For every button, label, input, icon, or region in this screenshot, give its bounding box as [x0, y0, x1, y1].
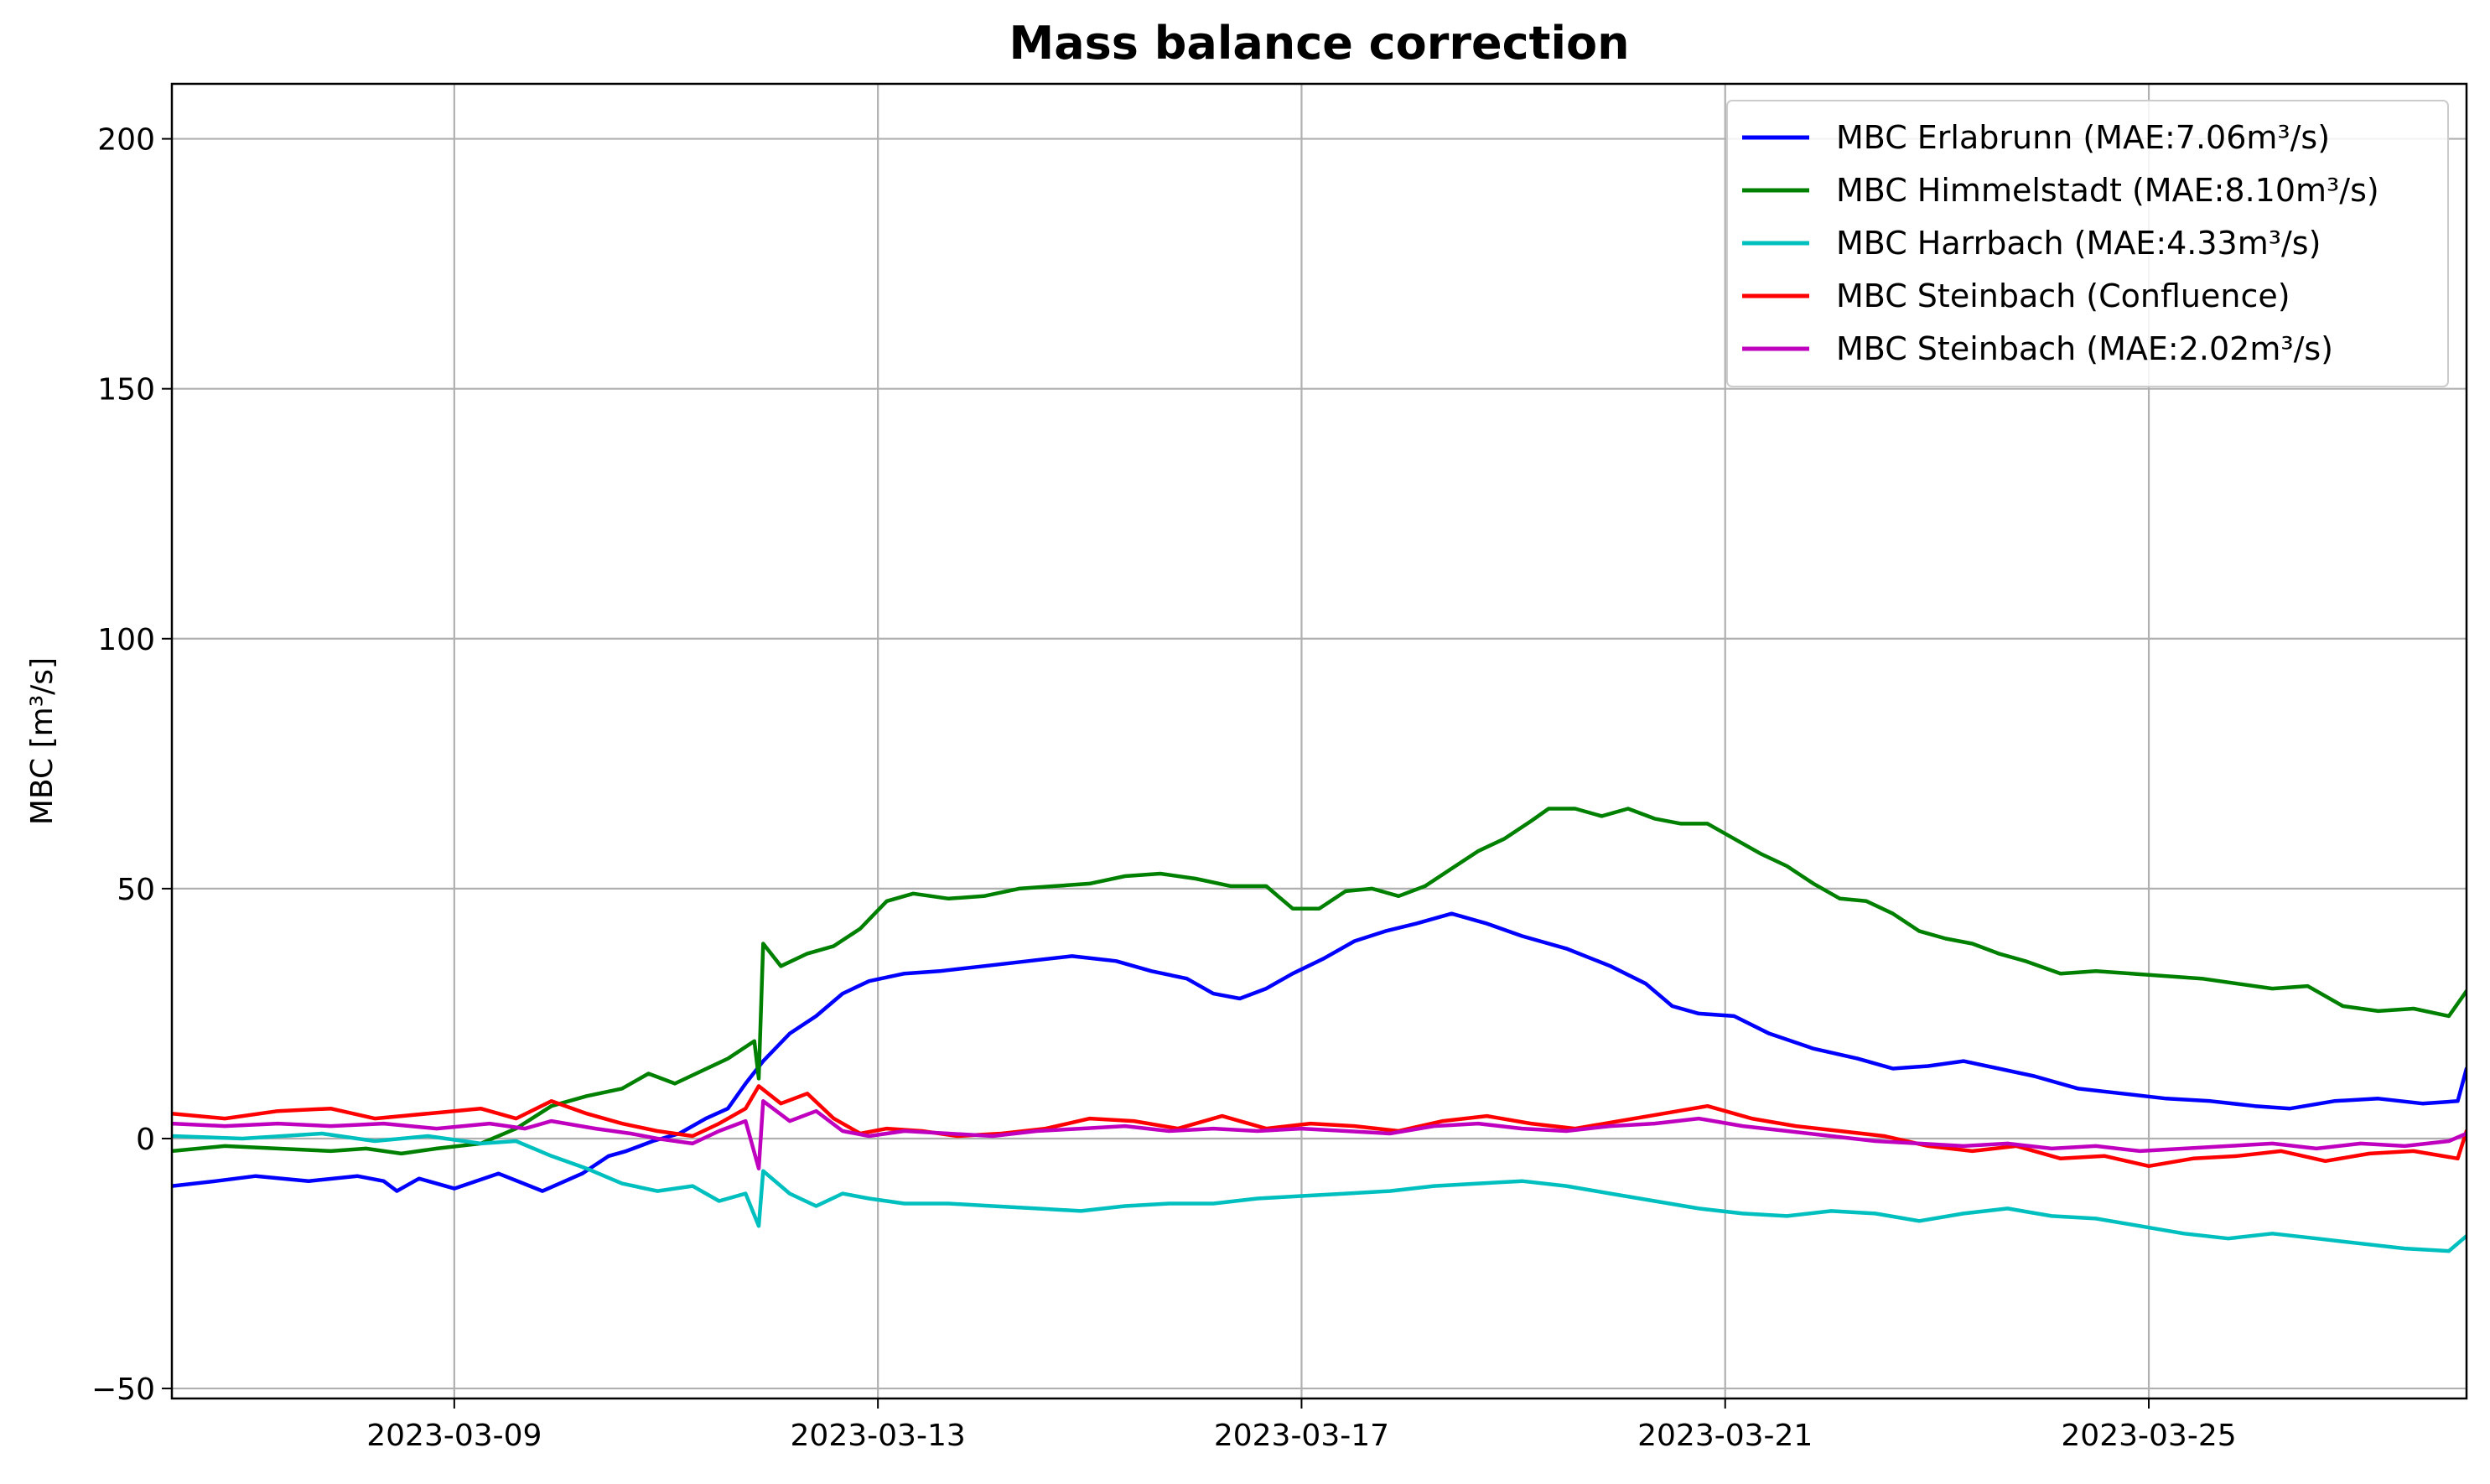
- legend: MBC Erlabrunn (MAE:7.06m³/s) MBC Himmelst…: [1726, 100, 2449, 387]
- series-line-3: [172, 1131, 2467, 1253]
- y-tick-label: 50: [117, 873, 155, 907]
- axes: −50 0 50 100 150 200 2023-03-09 2023-03-13 2023-…: [91, 123, 2237, 1453]
- y-axis-label: MBC [m³/s]: [25, 657, 60, 825]
- plot-frame: [170, 82, 2468, 1400]
- series-line-2: [172, 807, 2467, 1156]
- series-line-5: [172, 1099, 2467, 1170]
- legend-box: [1726, 100, 2449, 387]
- legend-label: MBC Harrbach (MAE:4.33m³/s): [1836, 225, 2321, 262]
- plot-area: [172, 807, 2467, 1253]
- legend-label: MBC Himmelstadt (MAE:8.10m³/s): [1836, 172, 2379, 209]
- x-tick-label: 2023-03-17: [1214, 1419, 1389, 1453]
- legend-label: MBC Steinbach (Confluence): [1836, 278, 2290, 314]
- series-line-1: [172, 911, 2467, 1193]
- legend-label: MBC Steinbach (MAE:2.02m³/s): [1836, 330, 2333, 367]
- y-tick-label: 200: [97, 123, 155, 158]
- y-tick-label: −50: [91, 1372, 155, 1407]
- y-tick-label: 100: [97, 623, 155, 657]
- y-tick-label: 0: [136, 1123, 155, 1157]
- x-tick-label: 2023-03-09: [366, 1419, 542, 1453]
- legend-label: MBC Erlabrunn (MAE:7.06m³/s): [1836, 119, 2330, 156]
- y-tick-label: 150: [97, 373, 155, 407]
- x-tick-label: 2023-03-25: [2061, 1419, 2236, 1453]
- x-tick-label: 2023-03-13: [791, 1419, 966, 1453]
- series-line-4: [172, 1084, 2467, 1169]
- chart-title: Mass balance correction: [1009, 17, 1629, 70]
- x-tick-label: 2023-03-21: [1637, 1419, 1813, 1453]
